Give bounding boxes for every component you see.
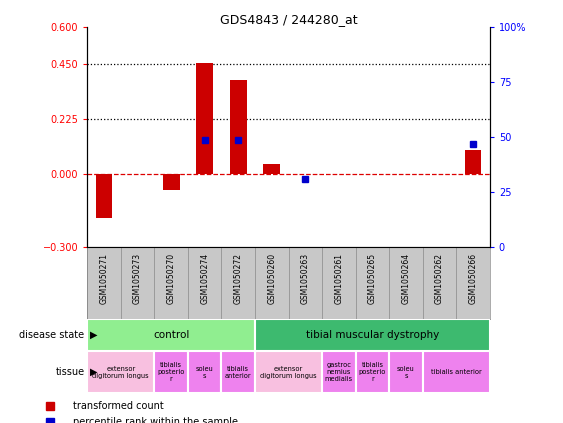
Text: GSM1050266: GSM1050266	[468, 253, 477, 304]
Bar	[96, 174, 113, 218]
Text: GSM1050260: GSM1050260	[267, 253, 276, 304]
Bar	[163, 174, 180, 190]
Bar	[263, 165, 280, 174]
Text: GSM1050271: GSM1050271	[100, 253, 109, 304]
Bar	[188, 351, 221, 393]
Bar	[389, 351, 423, 393]
Bar	[255, 319, 490, 351]
Text: percentile rank within the sample: percentile rank within the sample	[73, 417, 238, 423]
Text: control: control	[153, 330, 189, 340]
Text: GSM1050263: GSM1050263	[301, 253, 310, 304]
Text: GSM1050270: GSM1050270	[167, 253, 176, 304]
Text: GSM1050261: GSM1050261	[334, 253, 343, 304]
Text: GSM1050273: GSM1050273	[133, 253, 142, 304]
Bar	[230, 80, 247, 174]
Bar	[154, 351, 188, 393]
Bar	[423, 351, 490, 393]
Text: ▶: ▶	[90, 330, 97, 340]
Bar	[87, 319, 255, 351]
Text: disease state: disease state	[19, 330, 84, 340]
Bar	[255, 351, 322, 393]
Bar	[356, 351, 389, 393]
Bar	[196, 63, 213, 174]
Text: tibialis
anterior: tibialis anterior	[225, 366, 252, 379]
Text: tissue: tissue	[55, 367, 84, 377]
Text: ▶: ▶	[90, 367, 97, 377]
Bar	[87, 351, 154, 393]
Bar	[221, 351, 255, 393]
Text: tibialis anterior: tibialis anterior	[431, 369, 481, 375]
Bar	[464, 150, 481, 174]
Bar	[322, 351, 356, 393]
Text: GSM1050272: GSM1050272	[234, 253, 243, 304]
Text: GSM1050265: GSM1050265	[368, 253, 377, 304]
Text: tibialis
posterio
r: tibialis posterio r	[158, 362, 185, 382]
Text: GSM1050262: GSM1050262	[435, 253, 444, 304]
Text: extensor
digitorum longus: extensor digitorum longus	[92, 366, 149, 379]
Text: tibialis
posterio
r: tibialis posterio r	[359, 362, 386, 382]
Text: GSM1050274: GSM1050274	[200, 253, 209, 304]
Text: transformed count: transformed count	[73, 401, 163, 411]
Text: soleu
s: soleu s	[397, 366, 415, 379]
Title: GDS4843 / 244280_at: GDS4843 / 244280_at	[220, 14, 358, 26]
Text: soleu
s: soleu s	[196, 366, 213, 379]
Text: GSM1050264: GSM1050264	[401, 253, 410, 304]
Text: gastroc
nemius
medialis: gastroc nemius medialis	[325, 362, 353, 382]
Text: extensor
digitorum longus: extensor digitorum longus	[260, 366, 317, 379]
Text: tibial muscular dystrophy: tibial muscular dystrophy	[306, 330, 439, 340]
